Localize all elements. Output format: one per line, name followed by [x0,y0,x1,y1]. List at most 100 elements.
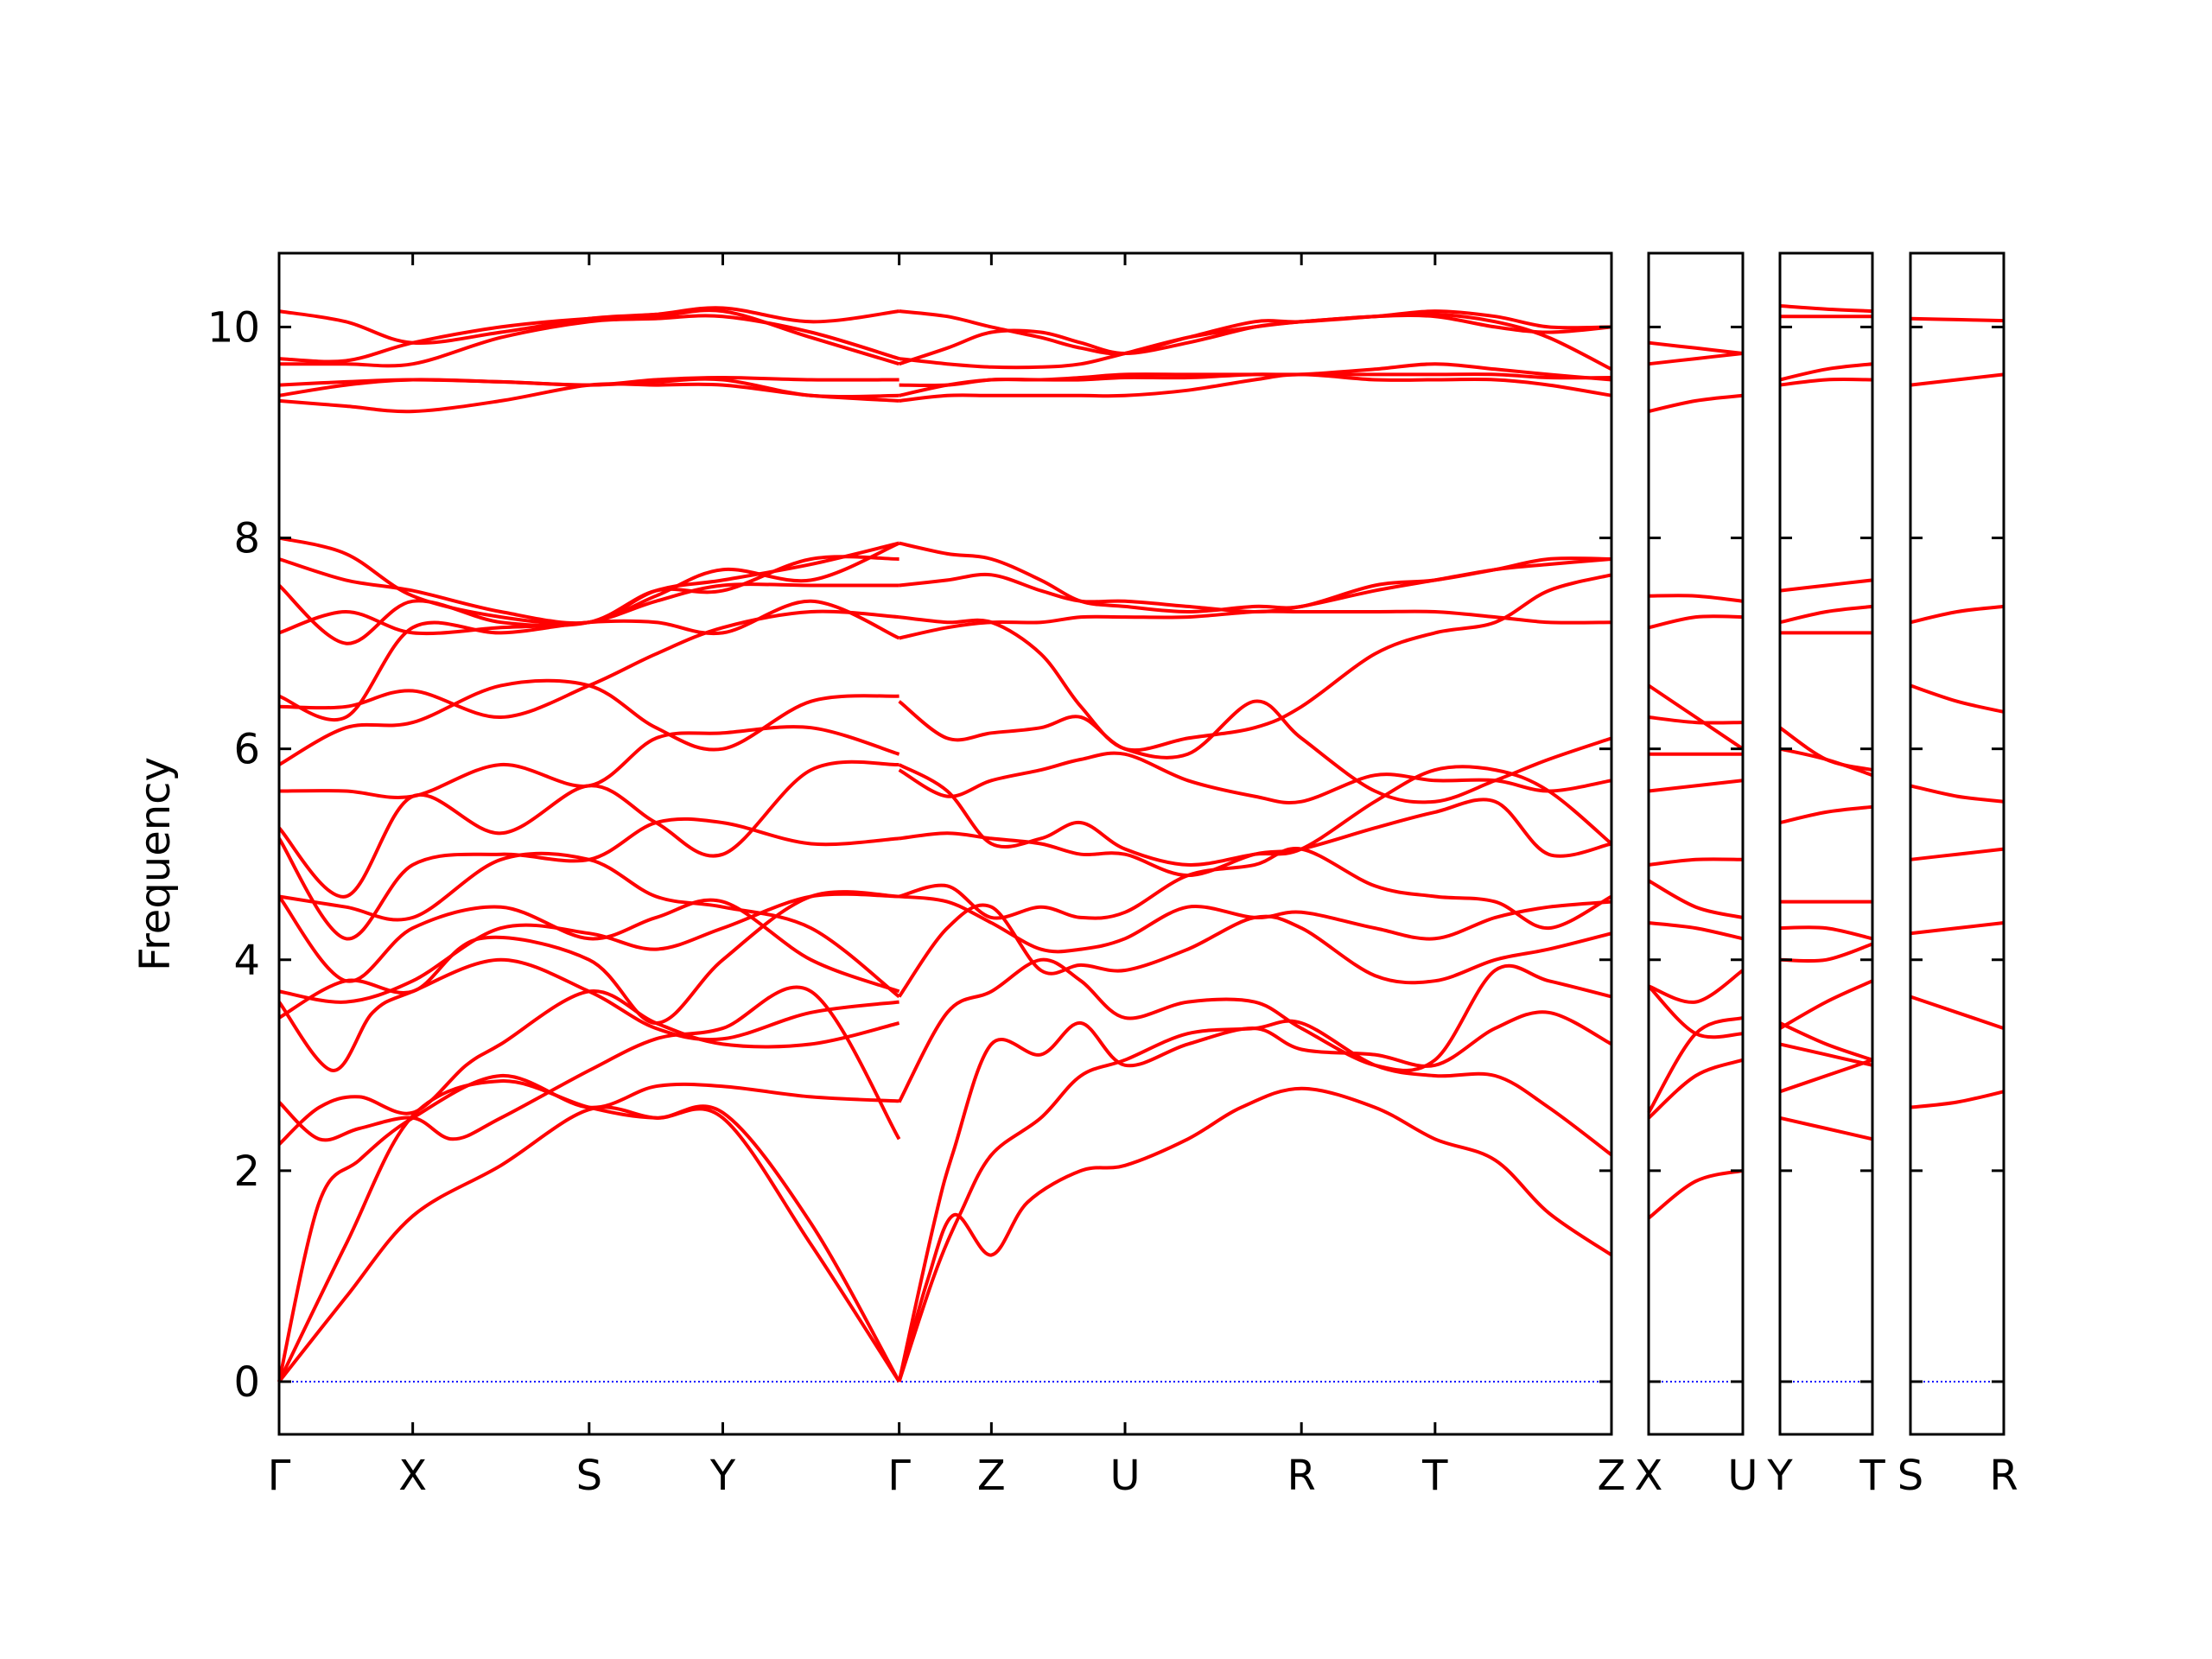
x-tick-label: Γ [268,1452,291,1500]
band-line-4-4 [1910,847,2005,861]
band-line-1-44 [899,372,1612,388]
band-line-1-9 [277,895,900,994]
band-line-2-2 [1647,1058,1744,1120]
y-axis-label: Frequency [131,757,180,971]
panel-frame [1778,251,1874,1436]
band-line-1-30 [897,957,1612,1103]
band-line-2-14 [1648,594,1744,603]
band-line-4-3 [1910,921,2005,936]
x-tick-label: T [1859,1452,1885,1500]
band-line-2-8 [1648,857,1744,867]
band-line-2-13 [1648,614,1744,630]
band-line-2-11 [1648,715,1744,725]
band-line-2-5 [1648,969,1745,1004]
band-line-1-28 [897,1019,1613,1382]
x-tick-label: T [1421,1452,1448,1500]
band-line-2-12 [1647,683,1745,751]
band-line-3-1 [1779,1116,1873,1141]
band-line-1-21 [278,382,899,414]
band-line-4-9 [1910,316,2005,323]
band-line-3-5 [1779,1021,1873,1062]
band-line-3-14 [1779,578,1873,593]
band-line-1-15 [278,609,899,720]
band-line-1-17 [278,582,899,636]
band-line-1-27 [897,1086,1613,1382]
band-line-4-2 [1910,995,2005,1030]
band-line-1-13 [278,725,900,800]
band-line-1-29 [897,1010,1612,1382]
x-tick-label: X [398,1452,427,1500]
x-tick-label: X [1635,1452,1663,1500]
band-line-3-13 [1779,604,1873,625]
band-line-3-11 [1778,726,1873,772]
y-tick-label: 6 [233,726,260,774]
band-line-3-6 [1779,942,1873,963]
band-line-2-7 [1648,879,1744,919]
band-line-3-7 [1779,925,1873,941]
band-line-1-6 [277,957,899,1072]
band-line-1-3 [277,1073,899,1382]
x-tick-label: S [576,1452,602,1500]
band-line-3-10 [1779,747,1873,778]
band-line-1-32 [899,894,1612,954]
panel-1: 0 2 4 6 8 10 Γ X S Y Γ Z U R T Z [207,251,1626,1500]
band-line-3-16 [1779,362,1873,382]
band-line-1-5 [277,985,901,1142]
band-line-4-5 [1910,784,2005,804]
band-line-3-3 [1779,1042,1873,1067]
band-line-1-26 [278,306,899,345]
y-tick-label: 4 [233,937,260,985]
band-line-3-18 [1779,304,1873,314]
band-line-1-20 [278,536,900,626]
band-line-4-7 [1910,604,2005,625]
x-tick-label: Y [1766,1452,1793,1500]
band-line-2-17 [1648,340,1744,355]
band-line-1-35 [898,763,1613,867]
y-tick-label: 10 [207,303,260,352]
band-line-1-39 [899,609,1612,640]
band-line-3-15 [1779,378,1873,387]
band-line-4-8 [1910,372,2005,387]
x-tick-label: R [1287,1452,1315,1500]
band-line-2-6 [1648,921,1744,941]
band-line-1-1 [277,1105,901,1383]
band-line-2-3 [1647,1015,1744,1114]
band-line-1-47 [899,309,1612,356]
band-line-2-4 [1647,984,1744,1039]
panel-frame [277,251,1613,1436]
band-line-3-4 [1779,979,1873,1030]
band-line-1-4 [277,989,900,1146]
x-tick-label: R [1989,1452,2018,1500]
band-line-2-1 [1647,1168,1744,1220]
x-tick-label: Y [709,1452,736,1500]
band-line-4-1 [1910,1090,2005,1109]
band-line-4-6 [1910,683,2005,714]
band-line-3-9 [1779,804,1873,825]
band-line-1-33 [899,846,1612,931]
band-line-1-8 [278,892,899,1004]
y-tick-label: 8 [233,515,260,563]
band-line-3-2 [1779,1058,1873,1094]
x-tick-label: Z [1598,1452,1626,1500]
panel-frame [1647,251,1745,1436]
x-tick-label: Z [977,1452,1006,1500]
band-line-1-11 [277,817,899,941]
band-line-1-24 [279,314,900,368]
x-tick-label: Γ [887,1452,911,1500]
band-line-1-31 [897,903,1612,998]
band-line-2-15 [1648,393,1744,414]
x-tick-label: U [1727,1452,1758,1500]
band-line-1-41 [899,541,1612,613]
band-line-1-10 [278,851,900,999]
panel-frame [1909,251,2005,1436]
band-line-1-42 [899,372,1612,403]
band-line-2-9 [1648,779,1744,793]
band-line-1-14 [278,678,899,766]
band-line-1-7 [278,890,899,1025]
y-tick-label: 0 [233,1358,260,1407]
y-tick-label: 2 [233,1147,260,1196]
